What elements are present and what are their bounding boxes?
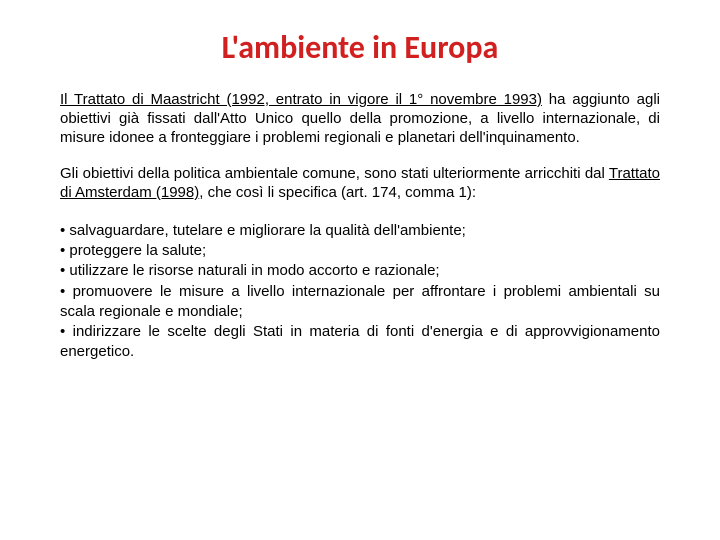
- para2-a: Gli obiettivi della politica ambientale …: [60, 165, 609, 182]
- bullet-list: • salvaguardare, tutelare e migliorare l…: [60, 221, 660, 363]
- bullet-1: • salvaguardare, tutelare e migliorare l…: [60, 221, 660, 241]
- slide-title: L'ambiente in Europa: [60, 28, 660, 67]
- paragraph-2: Gli obiettivi della politica ambientale …: [60, 165, 660, 203]
- paragraph-1: Il Trattato di Maastricht (1992, entrato…: [60, 91, 660, 147]
- para2-b: , che così li specifica (art. 174, comma…: [199, 184, 476, 201]
- para1-underlined: Il Trattato di Maastricht (1992, entrato…: [60, 91, 542, 108]
- bullet-3: • utilizzare le risorse naturali in modo…: [60, 261, 660, 281]
- bullet-4: • promuovere le misure a livello interna…: [60, 282, 660, 323]
- bullet-2: • proteggere la salute;: [60, 241, 660, 261]
- bullet-5: • indirizzare le scelte degli Stati in m…: [60, 322, 660, 363]
